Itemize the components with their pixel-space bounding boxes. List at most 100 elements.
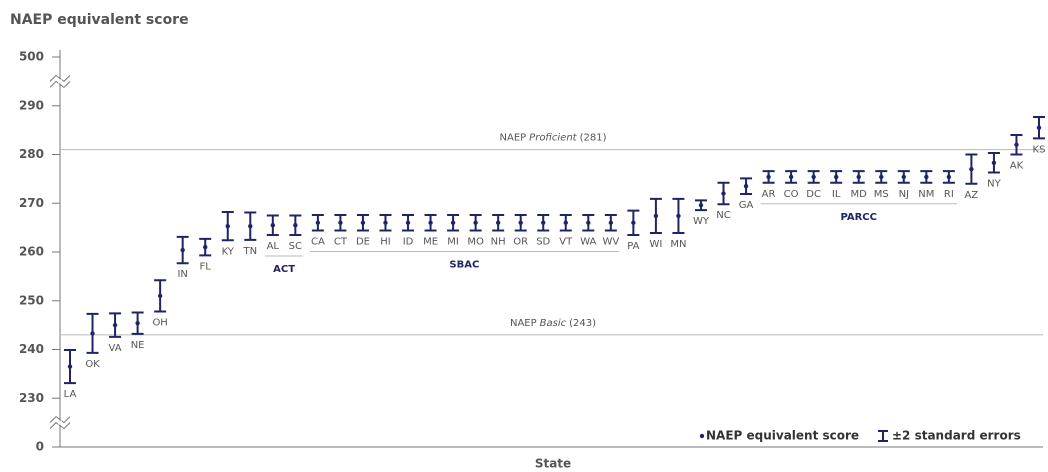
x-tick-label: FL	[200, 261, 212, 272]
point	[991, 160, 997, 165]
point	[428, 220, 433, 225]
x-tick-label: VA	[109, 343, 122, 354]
x-tick-label: WY	[693, 216, 710, 227]
x-tick-label: RI	[944, 189, 954, 200]
point	[450, 220, 456, 225]
x-tick-label: WA	[580, 237, 596, 248]
axis-break	[49, 415, 71, 424]
x-tick-label: IL	[832, 189, 841, 200]
axis-break	[49, 421, 71, 430]
legend-marker	[699, 433, 705, 439]
group-label: PARCC	[840, 212, 877, 223]
y-tick-label: 290	[19, 98, 44, 112]
group-label: SBAC	[449, 260, 479, 271]
x-tick-label: WI	[649, 239, 662, 250]
reference-label-part: NAEP	[500, 133, 527, 144]
x-tick-label: MO	[467, 237, 484, 248]
y-tick-label: 500	[19, 50, 44, 64]
reference-label-part: Basic	[540, 318, 567, 329]
x-tick-label: TN	[242, 246, 257, 257]
point	[338, 220, 343, 225]
reference-label-part: (243)	[569, 318, 596, 329]
point	[969, 166, 974, 172]
x-tick-label: WV	[602, 237, 619, 248]
axis-break	[49, 74, 71, 83]
point	[67, 364, 73, 369]
point	[180, 247, 185, 253]
point	[135, 320, 140, 326]
x-tick-label: NH	[491, 237, 506, 248]
axis-break-gap	[58, 420, 62, 425]
x-tick-label: IN	[177, 269, 187, 280]
point	[833, 174, 839, 180]
x-tick-label: MI	[447, 237, 459, 248]
x-axis-label: State	[535, 457, 571, 471]
x-tick-label: OR	[513, 237, 528, 248]
point	[721, 191, 726, 196]
y-tick-label: 230	[19, 391, 44, 405]
legend-label: NAEP equivalent score	[706, 429, 859, 443]
x-tick-label: VT	[559, 237, 573, 248]
x-tick-label: HI	[380, 237, 390, 248]
x-tick-label: MD	[851, 189, 868, 200]
x-tick-label: OK	[85, 359, 100, 370]
x-tick-label: AL	[267, 241, 280, 252]
x-tick-label: NJ	[899, 189, 909, 200]
point	[901, 174, 906, 180]
reference-label-part: NAEP	[510, 318, 537, 329]
point	[1036, 125, 1042, 130]
point	[856, 174, 861, 180]
point	[788, 174, 794, 180]
point	[495, 220, 501, 225]
point	[631, 220, 636, 225]
point	[203, 244, 208, 250]
point	[541, 220, 546, 225]
point	[157, 293, 163, 299]
point	[360, 220, 366, 225]
point	[608, 220, 614, 225]
reference-label-part: Proficient	[529, 133, 577, 144]
point	[293, 222, 298, 228]
x-tick-label: DC	[806, 189, 821, 200]
point	[1014, 142, 1019, 147]
y-tick-label: 250	[19, 293, 44, 307]
group-label: ACT	[273, 264, 295, 275]
point	[766, 174, 771, 180]
y-tick-label: 280	[19, 147, 44, 161]
x-tick-label: AK	[1010, 161, 1024, 172]
point	[698, 203, 704, 208]
point	[743, 183, 749, 189]
x-tick-label: ID	[403, 237, 414, 248]
x-tick-label: NM	[918, 189, 934, 200]
point	[90, 331, 95, 336]
point	[653, 213, 659, 219]
y-tick-label: 260	[19, 245, 44, 259]
legend-label: ±2 standard errors	[892, 429, 1021, 443]
x-tick-label: AZ	[965, 190, 979, 201]
x-tick-label: MN	[670, 239, 686, 250]
x-tick-label: KS	[1033, 144, 1046, 155]
axis-break	[49, 80, 71, 89]
x-tick-label: NY	[987, 179, 1001, 190]
x-tick-label: CT	[334, 237, 348, 248]
y-tick-label: 0	[36, 440, 44, 454]
x-tick-label: SC	[289, 241, 302, 252]
point	[405, 220, 411, 225]
y-tick-label: 240	[19, 342, 44, 356]
x-tick-label: AR	[762, 189, 776, 200]
point	[473, 220, 478, 225]
x-tick-label: ME	[423, 237, 438, 248]
x-tick-label: SD	[536, 237, 550, 248]
point	[112, 322, 118, 328]
x-tick-label: CO	[784, 189, 799, 200]
point	[563, 220, 568, 225]
axis-break-gap	[58, 79, 62, 84]
point	[315, 220, 321, 225]
reference-label-part: (281)	[580, 133, 607, 144]
x-tick-label: DE	[356, 237, 370, 248]
chart-title: NAEP equivalent score	[10, 12, 189, 28]
legend-errorbar	[878, 430, 888, 442]
x-tick-label: CA	[311, 237, 325, 248]
point	[879, 174, 884, 180]
point	[383, 220, 388, 225]
